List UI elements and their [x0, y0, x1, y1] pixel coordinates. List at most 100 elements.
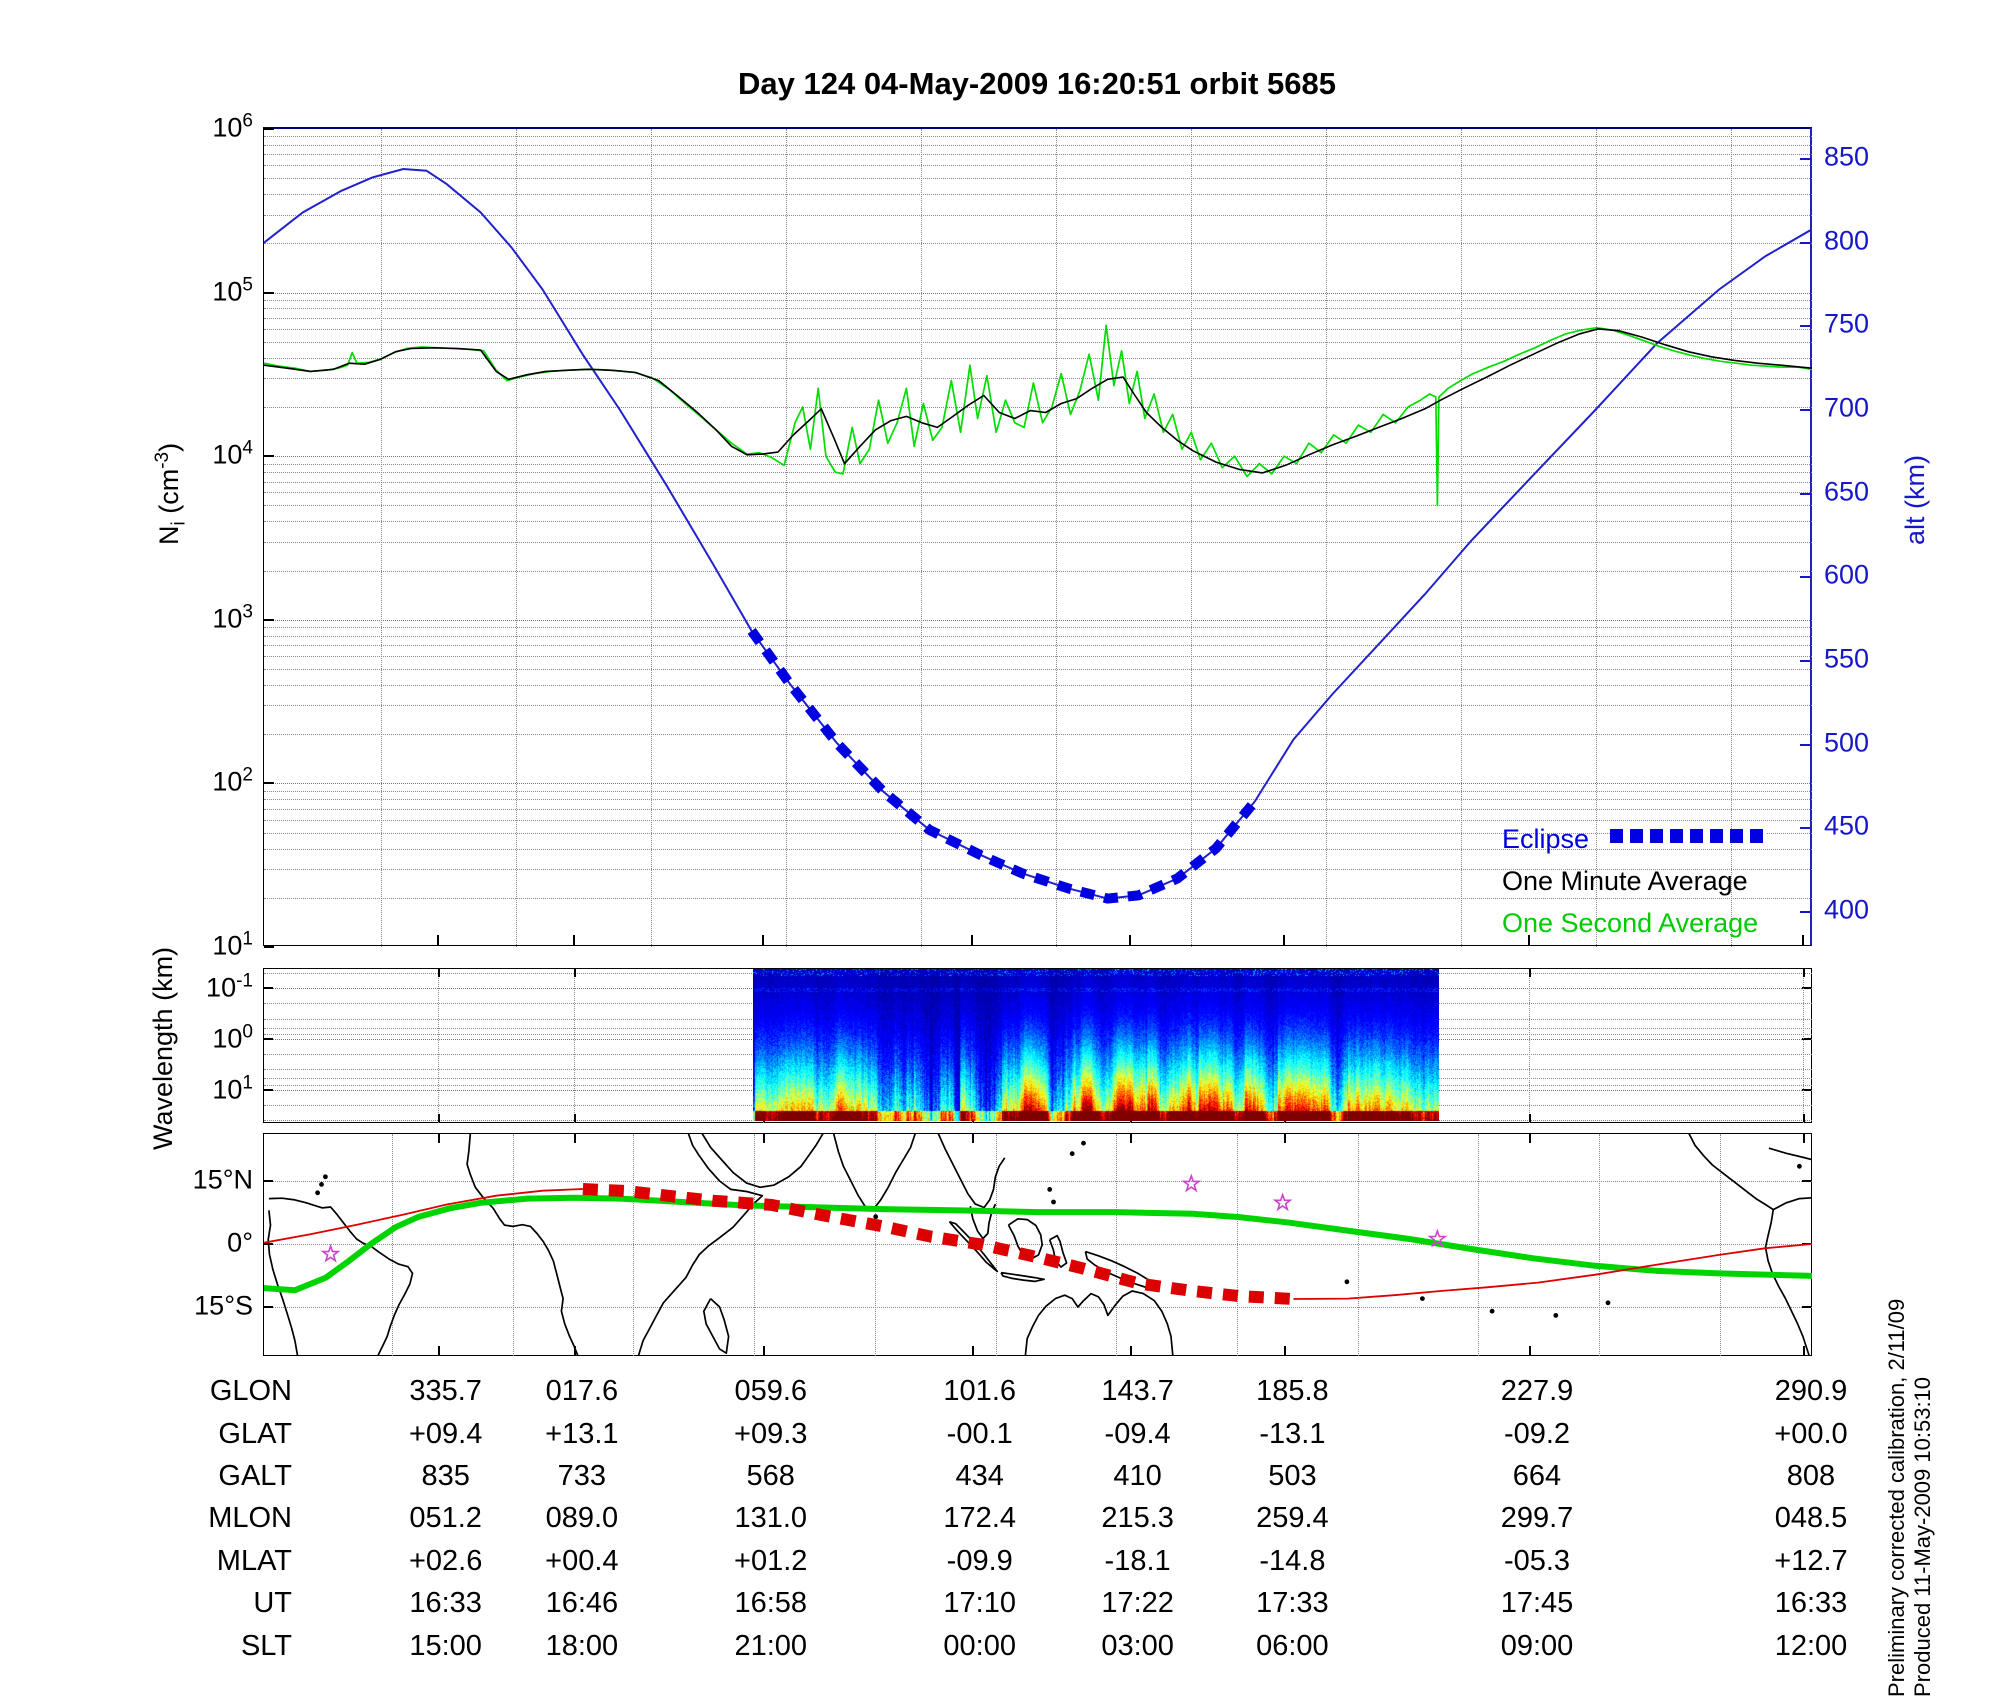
table-row-label: GLON — [209, 1375, 292, 1407]
one-second-average-line — [264, 324, 1812, 507]
coastline — [948, 1220, 999, 1273]
ni-axis-tick — [264, 618, 274, 621]
wavelength-tick-label: 10-1 — [206, 970, 253, 1003]
map-x-tick-top — [1529, 1134, 1531, 1143]
vertical-gridline — [1191, 129, 1192, 947]
map-x-tick-top — [573, 1134, 576, 1143]
table-cell-mlat-4: -18.1 — [1104, 1545, 1171, 1577]
island-dot — [315, 1190, 320, 1196]
table-cell-glat-2: +09.3 — [734, 1418, 808, 1450]
minor-gridline — [264, 897, 1812, 899]
minor-gridline — [264, 669, 1812, 671]
x-tick — [1529, 1114, 1531, 1122]
table-cell-slt-7: 12:00 — [1774, 1630, 1848, 1662]
alt-tick-label: 650 — [1824, 476, 1870, 507]
table-cell-mlon-2: 131.0 — [734, 1502, 808, 1534]
coastline — [267, 1210, 299, 1356]
minor-gridline — [264, 734, 1812, 736]
table-cell-glat-5: -13.1 — [1259, 1418, 1326, 1450]
alt-tick-label: 500 — [1824, 727, 1870, 758]
x-tick — [437, 1114, 440, 1122]
legend-eclipse-label: Eclipse — [1502, 824, 1590, 854]
x-tick-top — [1529, 969, 1531, 977]
table-row-label: GLAT — [218, 1418, 292, 1450]
coastline — [832, 1134, 916, 1211]
table-cell-mlon-3: 172.4 — [943, 1502, 1017, 1534]
coastline — [1688, 1134, 1774, 1211]
table-cell-mlon-7: 048.5 — [1774, 1502, 1848, 1534]
minor-gridline — [264, 144, 1812, 146]
ground-station-star — [1272, 1192, 1293, 1212]
lon-gridline — [1599, 1134, 1600, 1356]
wavelength-axis-tick-right — [1802, 987, 1811, 990]
x-axis-tick — [1128, 935, 1131, 945]
x-axis-tick — [1802, 935, 1804, 945]
vertical-gridline — [786, 129, 787, 947]
ground-station-star — [1181, 1173, 1202, 1193]
table-cell-glat-6: -09.2 — [1503, 1418, 1571, 1450]
vertical-gridline — [516, 129, 517, 947]
density-altitude-panel — [263, 127, 1812, 948]
lon-gridline — [392, 1134, 393, 1356]
legend-one-minute: One Minute Average — [1502, 866, 1748, 896]
minor-gridline — [264, 300, 1812, 302]
coastline — [1000, 1271, 1045, 1283]
magnetic-equator-line — [264, 1194, 1812, 1294]
table-cell-galt-1: 733 — [557, 1460, 607, 1492]
alt-axis-tick — [1800, 827, 1810, 830]
map-x-tick-top — [1129, 1134, 1132, 1143]
ground-track-night-dashed — [582, 1183, 1294, 1305]
minor-gridline — [264, 705, 1812, 707]
alt-axis-tick — [1800, 241, 1810, 244]
ni-sub: i — [168, 521, 190, 526]
x-tick-top — [573, 969, 576, 977]
major-gridline — [264, 292, 1812, 294]
ni-tick-label: 103 — [212, 601, 253, 634]
x-tick-top — [437, 969, 440, 977]
x-axis-tick — [436, 935, 439, 945]
vertical-gridline — [1056, 129, 1057, 947]
minor-gridline — [264, 357, 1812, 359]
minor-gridline — [264, 463, 1812, 465]
minor-gridline — [264, 635, 1812, 637]
table-cell-galt-0: 835 — [421, 1460, 470, 1492]
minor-gridline — [264, 570, 1812, 572]
table-cell-galt-6: 664 — [1512, 1460, 1562, 1492]
table-cell-slt-1: 18:00 — [545, 1630, 619, 1662]
island-dot — [1344, 1279, 1350, 1285]
map-svg — [264, 1134, 1812, 1356]
table-cell-glat-4: -09.4 — [1104, 1418, 1171, 1450]
alt-tick-label: 400 — [1824, 894, 1870, 925]
table-cell-glon-2: 059.6 — [734, 1375, 808, 1407]
ni-axis-tick — [264, 455, 274, 458]
ni-tick-label: 102 — [212, 764, 253, 797]
coastline — [1772, 1196, 1812, 1211]
coastline — [466, 1134, 579, 1356]
lat-tick — [264, 1306, 273, 1308]
minor-gridline — [264, 684, 1812, 686]
table-row-label: GALT — [218, 1460, 292, 1492]
alt-tick-label: 750 — [1824, 308, 1870, 339]
ground-track-day-1 — [264, 1188, 583, 1244]
ni-sup: -3 — [152, 451, 173, 469]
table-cell-slt-0: 15:00 — [409, 1630, 482, 1662]
lon-gridline — [1478, 1134, 1480, 1356]
table-cell-glon-6: 227.9 — [1500, 1375, 1574, 1407]
island-dot — [323, 1174, 328, 1180]
minor-gridline — [264, 790, 1812, 792]
map-lat-tick-label: 0° — [227, 1227, 253, 1258]
island-dot — [1489, 1308, 1495, 1314]
alt-axis-tick — [1800, 492, 1810, 495]
lat-tick-right — [1802, 1306, 1811, 1308]
minor-gridline — [264, 165, 1812, 167]
lat-gridline — [264, 1181, 1812, 1182]
alt-axis-tick — [1800, 409, 1810, 411]
table-cell-slt-6: 09:00 — [1500, 1630, 1574, 1662]
minor-gridline — [264, 378, 1812, 380]
alt-axis-tick — [1800, 325, 1810, 328]
ni-axis-tick — [264, 291, 274, 294]
alt-axis-tick — [1800, 576, 1810, 579]
table-cell-glon-3: 101.6 — [943, 1375, 1017, 1407]
x-tick — [1803, 1114, 1805, 1122]
table-cell-mlon-6: 299.7 — [1500, 1502, 1574, 1534]
